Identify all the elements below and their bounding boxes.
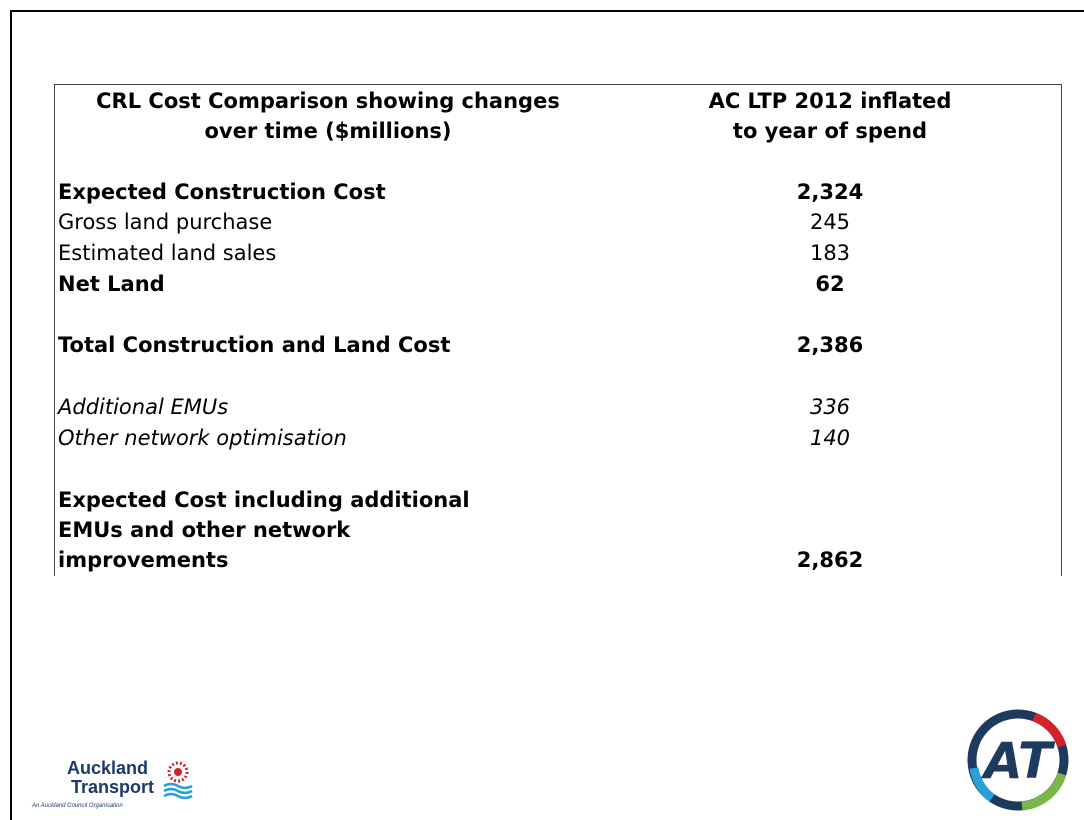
text-line: Total Construction and Land Cost (58, 333, 451, 357)
row-label: Net Land (58, 269, 165, 299)
text-line: EMUs and other network (58, 518, 351, 542)
row-value: 245 (809, 210, 851, 234)
text-line: over time ($millions) (204, 119, 452, 143)
slide-frame (10, 10, 1084, 820)
text-line: Expected Construction Cost (58, 180, 386, 204)
row-value: 62 (815, 272, 845, 296)
row-label: Other network optimisation (58, 423, 347, 453)
text-line: improvements (58, 548, 229, 572)
text-line: Gross land purchase (58, 210, 273, 234)
logo-tagline: An Auckland Council Organisation (31, 803, 123, 809)
text-line: Additional EMUs (58, 395, 229, 419)
row-label: Gross land purchase (58, 207, 272, 237)
text-line: Net Land (58, 272, 165, 296)
logo-name: Auckland (67, 758, 148, 778)
auckland-transport-logo: Auckland Transport An Auckland Council O… (31, 758, 193, 809)
text-line: CRL Cost Comparison showing changes (96, 89, 560, 113)
row-value: 336 (809, 395, 851, 419)
text-line: Estimated land sales (58, 241, 277, 265)
row-label: Expected Construction Cost (58, 177, 386, 207)
logo-name: Transport (71, 777, 154, 797)
row-label: Total Construction and Land Cost (58, 330, 450, 360)
row-label: Estimated land sales (58, 238, 276, 268)
at-logo: AT (967, 709, 1069, 811)
row-label: Expected Cost including additional EMUs a… (58, 485, 470, 575)
text-line: Expected Cost including additional (58, 488, 470, 512)
header-cell: CRL Cost Comparison showing changes over … (58, 86, 598, 146)
row-value: 2,324 (796, 180, 864, 204)
row-label: Additional EMUs (58, 392, 228, 422)
header-cell: AC LTP 2012 inflated to year of spend (660, 86, 1000, 146)
text-line: Other network optimisation (58, 426, 347, 450)
text-line: to year of spend (732, 119, 928, 143)
row-value: 2,862 (796, 548, 864, 572)
logo-flower (163, 761, 193, 800)
table-frame (54, 84, 1062, 576)
logo-text: AT (980, 732, 1056, 790)
row-value: 2,386 (796, 333, 864, 357)
row-value: 140 (809, 426, 851, 450)
row-value: 183 (809, 241, 851, 265)
text-line: AC LTP 2012 inflated (708, 89, 952, 113)
